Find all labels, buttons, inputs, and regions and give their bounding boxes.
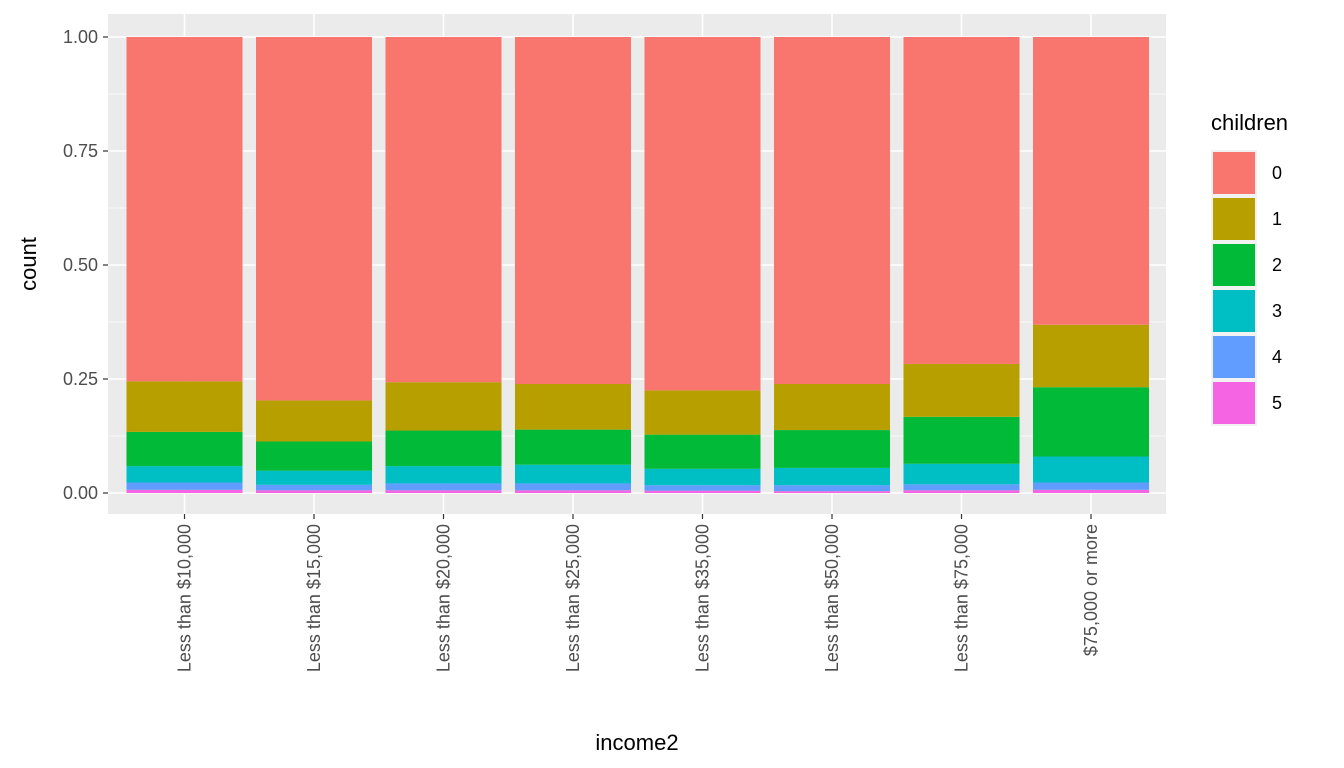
y-tick-label: 0.00	[63, 483, 98, 503]
legend-label: 4	[1272, 347, 1282, 367]
bar-segment	[515, 483, 631, 491]
bar-segment	[644, 468, 761, 486]
x-axis-title: income2	[595, 730, 678, 755]
bar-segment	[126, 431, 243, 467]
legend-key-swatch	[1213, 152, 1255, 194]
x-tick-label: $75,000 or more	[1081, 524, 1101, 656]
bar-segment	[644, 485, 761, 491]
bar-segment	[515, 464, 631, 484]
bar-segment	[515, 384, 631, 430]
bar-segment	[385, 430, 502, 467]
bar-segment	[774, 37, 890, 385]
bar-segment	[385, 483, 502, 491]
bar-segment	[126, 37, 243, 382]
y-tick-label: 0.50	[63, 255, 98, 275]
bar-segment	[1033, 456, 1149, 483]
x-tick-label: Less than $25,000	[563, 524, 583, 672]
bar-segment	[256, 484, 372, 491]
bar-segment	[256, 441, 372, 471]
legend-key-swatch	[1213, 382, 1255, 424]
y-tick-label: 0.75	[63, 141, 98, 161]
legend-key-swatch	[1213, 198, 1255, 240]
bar-segment	[903, 463, 1020, 485]
legend: children 0 1 2 3 4 5	[1211, 110, 1288, 426]
bar-segment	[1033, 489, 1149, 493]
bar-segment	[774, 384, 890, 431]
bar-segment	[1033, 482, 1149, 490]
legend-label: 3	[1272, 301, 1282, 321]
bar-segment	[1033, 324, 1149, 388]
bar-segment	[644, 434, 761, 469]
bar-segment	[515, 37, 631, 385]
bar-segment	[903, 363, 1020, 417]
x-tick-label: Less than $50,000	[822, 524, 842, 672]
bar-segment	[256, 490, 372, 493]
bar-segment	[903, 416, 1020, 464]
bar-segment	[903, 484, 1020, 491]
bar-segment	[774, 485, 890, 492]
legend-title: children	[1211, 110, 1288, 135]
x-tick-label: Less than $20,000	[434, 524, 454, 672]
x-axis: Less than $10,000 Less than $15,000 Less t…	[175, 514, 1101, 672]
bar-segment	[385, 490, 502, 493]
bar-segment	[126, 489, 243, 493]
bar-segment	[126, 466, 243, 483]
bar-segment	[126, 381, 243, 432]
bar-segment	[256, 470, 372, 485]
bar-segment	[515, 490, 631, 493]
y-tick-label: 0.25	[63, 369, 98, 389]
x-tick-label: Less than $10,000	[175, 524, 195, 672]
y-tick-label: 1.00	[63, 27, 98, 47]
bar-segment	[903, 37, 1020, 364]
bar-segment	[126, 482, 243, 490]
y-axis: 0.00 0.25 0.50 0.75 1.00	[63, 27, 108, 503]
bar-segment	[644, 37, 761, 391]
bar-segment	[774, 467, 890, 486]
bar-segment	[385, 466, 502, 484]
bar-segment	[385, 37, 502, 383]
x-tick-label: Less than $35,000	[693, 524, 713, 672]
bar-segment	[515, 429, 631, 465]
bar-segment	[774, 430, 890, 468]
legend-label: 2	[1272, 255, 1282, 275]
legend-key-swatch	[1213, 290, 1255, 332]
bar-segment	[1033, 37, 1149, 325]
bar-segment	[385, 382, 502, 431]
legend-label: 1	[1272, 209, 1282, 229]
x-tick-label: Less than $15,000	[304, 524, 324, 672]
legend-label: 5	[1272, 393, 1282, 413]
bar-segment	[774, 491, 890, 493]
legend-key-swatch	[1213, 244, 1255, 286]
bars	[126, 37, 1149, 493]
bar-segment	[1033, 387, 1149, 457]
bar-segment	[256, 37, 372, 401]
bar-segment	[903, 490, 1020, 493]
legend-label: 0	[1272, 163, 1282, 183]
x-tick-label: Less than $75,000	[952, 524, 972, 672]
y-axis-title: count	[16, 237, 41, 291]
legend-key-swatch	[1213, 336, 1255, 378]
bar-segment	[644, 390, 761, 435]
bar-segment	[644, 490, 761, 493]
bar-segment	[256, 400, 372, 442]
